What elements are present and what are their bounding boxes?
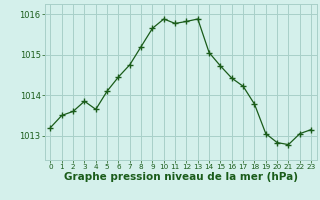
X-axis label: Graphe pression niveau de la mer (hPa): Graphe pression niveau de la mer (hPa) xyxy=(64,172,298,182)
